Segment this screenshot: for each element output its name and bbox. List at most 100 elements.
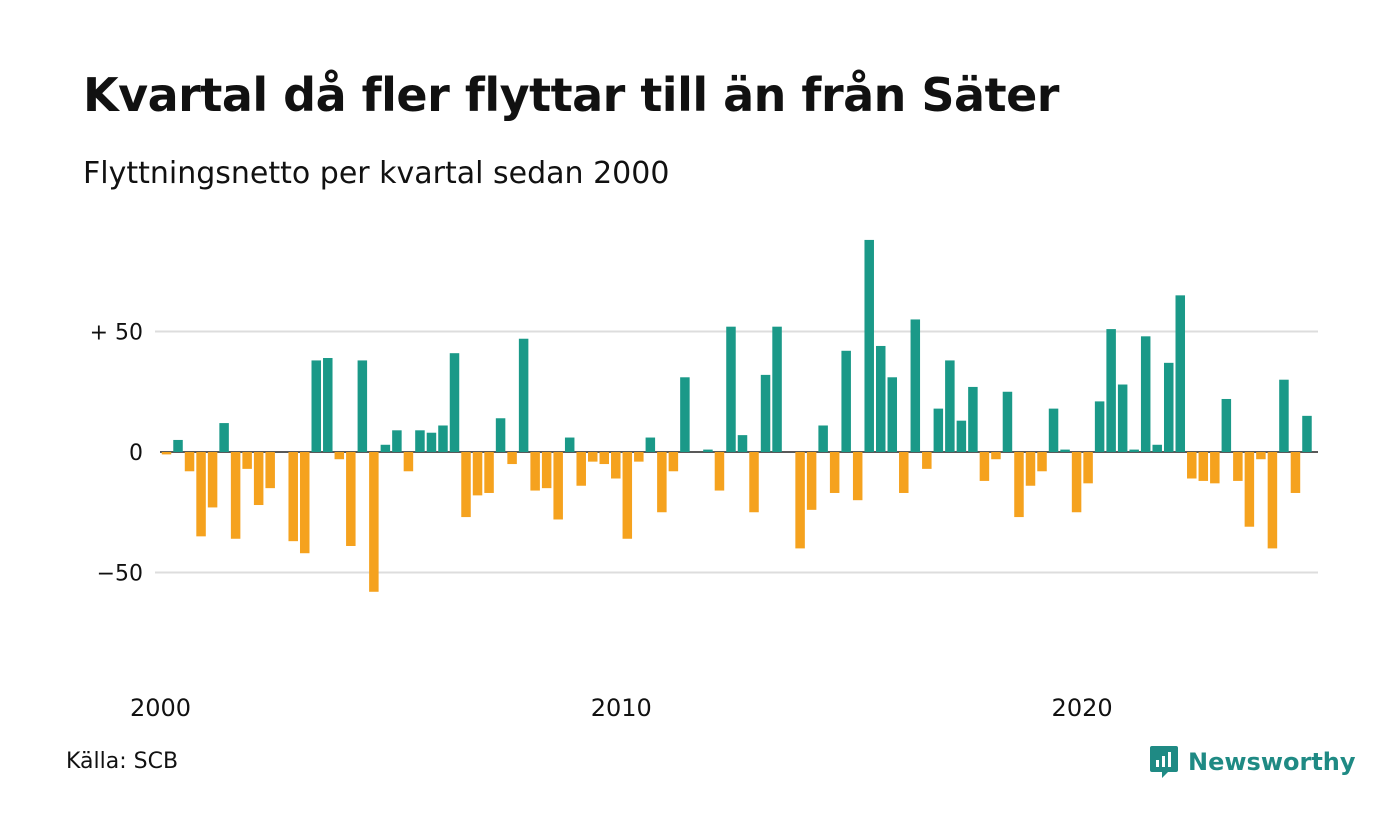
bar-quarter-33 (530, 452, 540, 491)
brand-name: Newsworthy (1188, 748, 1356, 776)
bar-quarter-76 (1025, 452, 1036, 486)
x-tick-label: 2020 (1052, 694, 1113, 722)
bar-quarter-16 (334, 452, 345, 460)
bar-quarter-34 (541, 452, 552, 489)
bar-quarter-75 (1014, 452, 1024, 518)
bar-quarter-15 (323, 358, 333, 452)
bar-quarter-4 (196, 452, 206, 537)
bar-quarter-26 (449, 353, 460, 452)
bar-quarter-93 (1221, 398, 1232, 452)
bar-quarter-86 (1140, 336, 1151, 452)
bar-quarter-70 (956, 420, 967, 452)
bar-quarter-71 (968, 386, 978, 452)
y-tick-label: −50 (97, 562, 143, 587)
bar-quarter-23 (415, 430, 425, 452)
bar-quarter-49 (714, 452, 725, 491)
bar-quarter-97 (1267, 452, 1278, 549)
newsworthy-logo-icon (1150, 746, 1178, 778)
bar-quarter-21 (392, 430, 402, 452)
bar-quarter-10 (265, 452, 275, 489)
bar-quarter-89 (1175, 295, 1186, 452)
bar-quarter-81 (1083, 452, 1093, 484)
bar-quarter-98 (1279, 379, 1289, 452)
bar-quarter-60 (841, 350, 851, 452)
bar-quarter-53 (760, 374, 771, 452)
bar-quarter-82 (1094, 401, 1105, 452)
bar-quarter-39 (599, 452, 610, 465)
bar-quarter-25 (438, 425, 448, 452)
bar-quarter-72 (979, 452, 990, 481)
bar-quarter-38 (587, 452, 598, 462)
bar-quarter-19 (369, 452, 379, 592)
bar-quarter-46 (680, 377, 690, 452)
bar-quarter-83 (1106, 329, 1116, 452)
bar-quarter-2 (173, 439, 183, 452)
bar-quarter-73 (991, 452, 1001, 460)
x-tick-label: 2010 (591, 694, 652, 722)
bar-quarter-90 (1187, 452, 1197, 479)
bar-quarter-77 (1037, 452, 1047, 472)
bar-quarter-31 (507, 452, 517, 465)
bar-quarter-44 (657, 452, 667, 513)
y-axis-ticks: + 50 0 −50 (90, 321, 143, 587)
bar-quarter-50 (726, 326, 736, 452)
page-title: Kvartal då fler flyttar till än från Sät… (83, 68, 1059, 122)
page-subtitle: Flyttningsnetto per kvartal sedan 2000 (83, 156, 670, 191)
bar-quarter-100 (1302, 415, 1312, 452)
bar-quarter-87 (1152, 444, 1162, 452)
bar-quarter-12 (288, 452, 298, 542)
bar-quarter-5 (207, 452, 218, 508)
bar-quarter-24 (426, 432, 437, 452)
bar-quarter-54 (772, 326, 782, 452)
bar-quarter-22 (403, 452, 414, 472)
x-tick-label: 2000 (130, 694, 191, 722)
y-tick-label: + 50 (90, 321, 143, 346)
bar-quarter-69 (945, 360, 955, 452)
bar-quarter-64 (887, 377, 898, 452)
bar-quarter-36 (564, 437, 575, 452)
bar-quarter-41 (622, 452, 633, 539)
bar-quarter-29 (484, 452, 494, 493)
bar-quarter-51 (737, 435, 748, 452)
bar-quarter-57 (806, 452, 817, 510)
bar-quarter-91 (1198, 452, 1209, 481)
bar-quarter-45 (668, 452, 679, 472)
bar-quarter-20 (380, 444, 391, 452)
bar-quarter-28 (472, 452, 483, 496)
bar-quarter-67 (922, 452, 932, 469)
bar-quarter-56 (795, 452, 805, 549)
bar-quarter-78 (1048, 408, 1059, 452)
bar-quarter-58 (818, 425, 828, 452)
bar-quarter-65 (899, 452, 909, 493)
bar-quarter-43 (645, 437, 656, 452)
bar-quarter-80 (1071, 452, 1082, 513)
bar-quarter-42 (634, 452, 644, 462)
bar-quarter-59 (829, 452, 840, 493)
bar-quarter-61 (852, 452, 863, 501)
bar-quarter-92 (1210, 452, 1220, 484)
bar-quarter-30 (495, 418, 506, 452)
bar-quarter-32 (518, 338, 529, 452)
bar-quarter-17 (346, 452, 356, 546)
bar-quarter-7 (230, 452, 241, 539)
bar-quarter-95 (1244, 452, 1255, 527)
bar-quarter-3 (184, 452, 195, 472)
bar-quarter-8 (242, 452, 252, 469)
bar-quarter-63 (875, 345, 886, 452)
x-axis-ticks: 2000 2010 2020 (130, 694, 1113, 722)
y-tick-label: 0 (129, 441, 143, 466)
bar-quarter-18 (357, 360, 368, 452)
bar-quarter-37 (576, 452, 586, 486)
bar-quarter-14 (311, 360, 322, 452)
bar-quarter-85 (1129, 449, 1139, 452)
bar-quarter-52 (749, 452, 759, 513)
bar-quarter-99 (1290, 452, 1301, 493)
brand-logo[interactable]: Newsworthy (1148, 744, 1356, 780)
bar-quarter-27 (461, 452, 471, 518)
bar-quarter-68 (933, 408, 944, 452)
bar-quarter-88 (1163, 362, 1174, 452)
bar-quarter-96 (1256, 452, 1266, 460)
bar-quarter-40 (611, 452, 621, 479)
bar-quarter-66 (910, 319, 921, 452)
bar-quarter-9 (253, 452, 264, 506)
